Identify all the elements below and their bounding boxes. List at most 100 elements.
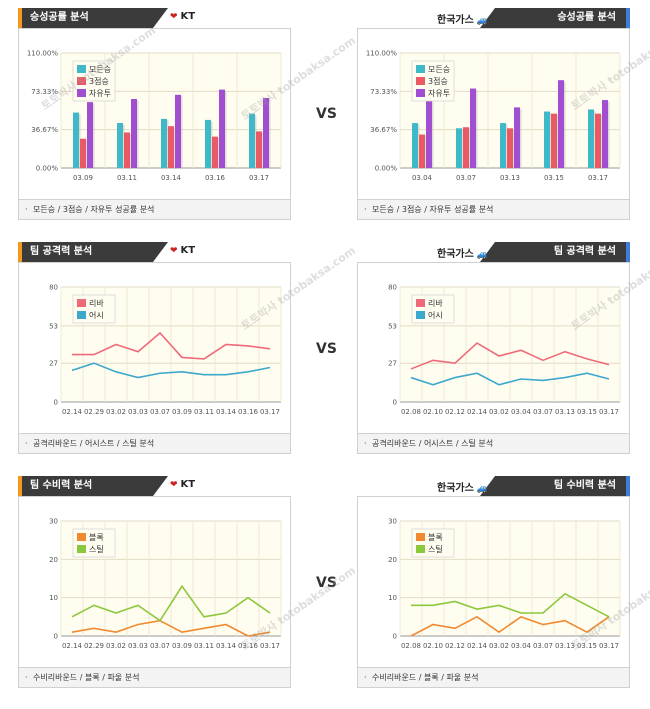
- section-title: 승성공률 분석: [480, 8, 630, 28]
- bar: [426, 100, 432, 168]
- panel-offense-kogas: 팀 공격력 분석 한국가스 🚙 0 27 53 80 02.08 02.10 02.12 02.…: [357, 242, 630, 454]
- y-tick-label: 110.00%: [27, 50, 58, 58]
- x-tick-label: 03.03: [128, 408, 148, 416]
- chart: 0.00% 36.67% 73.33% 110.00% 03.09 03.11 03.14 0…: [27, 50, 282, 182]
- bar: [419, 134, 425, 168]
- legend-swatch: [77, 65, 86, 73]
- bar: [456, 128, 462, 168]
- series-line: [410, 372, 610, 386]
- section-title: 팀 수비력 분석: [480, 476, 630, 496]
- bar: [558, 80, 564, 168]
- x-tick-label: 03.13: [555, 642, 575, 650]
- vs-label: VS: [316, 575, 337, 591]
- panel-offense-kt: 팀 공격력 분석 ❤ KT 0 27 53 80 02.14 02.29 03.02 03.03…: [18, 242, 291, 454]
- x-tick-label: 03.14: [216, 642, 237, 650]
- bar: [551, 113, 557, 168]
- chart-area: 0 10 20 30 02.08 02.10 02.12 02.14 03.02 03.04 03.…: [357, 496, 630, 668]
- y-tick-label: 30: [49, 518, 58, 526]
- y-tick-label: 53: [388, 322, 397, 330]
- series-line: [71, 619, 271, 637]
- x-tick-label: 03.07: [150, 408, 170, 416]
- series-line: [71, 584, 271, 622]
- bar: [602, 100, 608, 168]
- chart: 0.00% 36.67% 73.33% 110.00% 03.04 03.07 03.13 0…: [366, 50, 621, 182]
- y-tick-label: 20: [388, 556, 397, 564]
- x-tick-label: 03.07: [533, 408, 553, 416]
- vs-label: VS: [316, 106, 337, 122]
- legend-swatch: [77, 77, 86, 85]
- x-tick-label: 03.16: [238, 408, 259, 416]
- bar: [117, 123, 123, 168]
- x-tick-label: 03.09: [172, 408, 192, 416]
- team-logo-icon: ❤: [170, 480, 178, 490]
- series-line: [411, 592, 610, 618]
- y-tick-label: 20: [49, 556, 58, 564]
- x-tick-label: 03.15: [577, 642, 597, 650]
- team-label: ❤ KT: [170, 479, 196, 490]
- x-tick-label: 03.17: [260, 408, 280, 416]
- y-tick-label: 0.00%: [375, 165, 398, 173]
- legend-label: 어시: [89, 310, 104, 320]
- bar: [249, 113, 255, 168]
- bar: [212, 136, 218, 168]
- x-tick-label: 03.03: [128, 642, 148, 650]
- series-line: [410, 615, 610, 637]
- bar: [80, 138, 86, 168]
- y-tick-label: 10: [388, 594, 397, 602]
- x-tick-label: 03.11: [194, 408, 214, 416]
- x-tick-label: 03.02: [489, 408, 509, 416]
- x-tick-label: 03.17: [599, 642, 619, 650]
- bar: [175, 94, 181, 168]
- x-tick-label: 02.12: [445, 642, 465, 650]
- chart-footer: 수비리바운드 / 블록 / 파울 분석: [18, 668, 291, 688]
- series-line: [71, 362, 271, 379]
- legend-swatch: [77, 311, 86, 319]
- legend-swatch: [77, 89, 86, 97]
- legend-label: 리바: [89, 298, 104, 308]
- y-tick-label: 36.67%: [370, 126, 397, 134]
- panel-defense-kogas: 팀 수비력 분석 한국가스 🚙 0 10 20 30 02.08 02.10 02.12 02.…: [357, 476, 630, 688]
- x-tick-label: 02.08: [401, 408, 421, 416]
- bar: [500, 123, 506, 168]
- team-label: ❤ KT: [170, 245, 196, 256]
- legend-swatch: [416, 77, 425, 85]
- bar: [205, 119, 211, 168]
- bar: [263, 97, 269, 168]
- bar: [463, 127, 469, 168]
- series-line: [72, 331, 271, 360]
- panel-shooting-kt: 승성공률 분석 ❤ KT 0.00% 36.67% 73.33% 110.00% 03.0…: [18, 8, 291, 220]
- legend-label: 3점승: [428, 76, 448, 86]
- x-tick-label: 02.14: [62, 642, 83, 650]
- legend-swatch: [416, 545, 425, 553]
- x-tick-label: 03.04: [412, 174, 433, 182]
- x-tick-label: 03.07: [533, 642, 553, 650]
- x-tick-label: 02.08: [401, 642, 421, 650]
- legend-label: 스틸: [89, 544, 104, 554]
- bar: [161, 118, 167, 168]
- bar: [470, 88, 476, 168]
- y-tick-label: 30: [388, 518, 397, 526]
- x-tick-label: 02.14: [467, 642, 488, 650]
- team-logo-icon: 🚙: [476, 16, 489, 26]
- y-tick-label: 0: [54, 633, 58, 641]
- team-logo-icon: ❤: [170, 246, 178, 256]
- bar: [87, 102, 93, 168]
- y-tick-label: 80: [49, 284, 58, 292]
- x-tick-label: 03.04: [511, 642, 532, 650]
- team-label: 한국가스 🚙: [437, 483, 489, 494]
- bar: [168, 126, 174, 168]
- chart-footer: 모든승 / 3점승 / 자유투 성공률 분석: [357, 200, 630, 220]
- bar: [412, 123, 418, 168]
- y-tick-label: 73.33%: [31, 88, 58, 96]
- team-logo-icon: ❤: [170, 12, 178, 22]
- team-label: ❤ KT: [170, 11, 196, 22]
- vs-label: VS: [316, 341, 337, 357]
- legend-swatch: [77, 533, 86, 541]
- legend-swatch: [77, 545, 86, 553]
- section-title: 팀 공격력 분석: [480, 242, 630, 262]
- x-tick-label: 03.07: [456, 174, 476, 182]
- x-tick-label: 03.09: [172, 642, 192, 650]
- x-tick-label: 02.29: [84, 408, 104, 416]
